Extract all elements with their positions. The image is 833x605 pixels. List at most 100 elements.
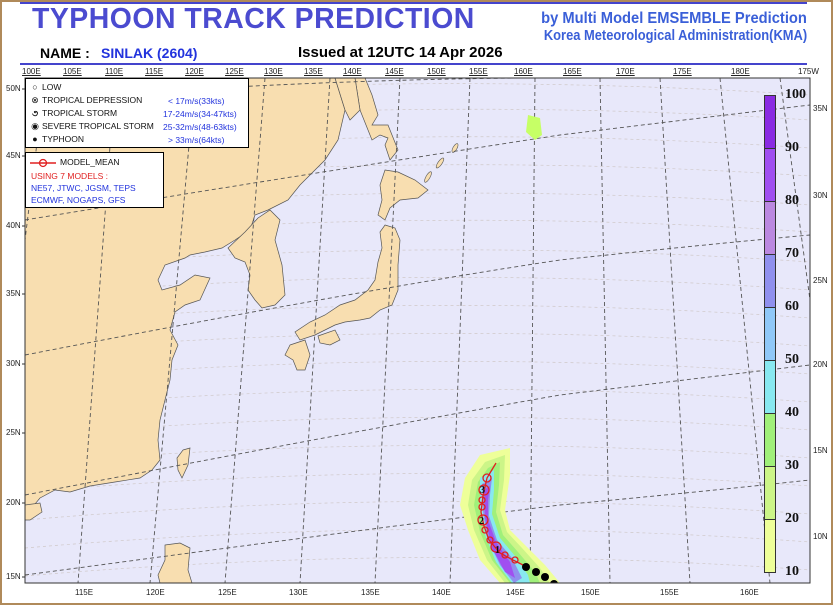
lon-label: 120E bbox=[146, 588, 165, 597]
legend-row-ts: ૭ TROPICAL STORM bbox=[30, 108, 117, 119]
lon-label: 170E bbox=[616, 67, 635, 76]
colorbar-segment-30-40 bbox=[764, 413, 776, 466]
land-kyushu bbox=[284, 339, 311, 371]
lon-label: 145E bbox=[506, 588, 525, 597]
lon-label: 155E bbox=[660, 588, 679, 597]
issued-time: Issued at 12UTC 14 Apr 2026 bbox=[298, 44, 503, 61]
colorbar-segment-60-70 bbox=[764, 254, 776, 307]
lon-label: 175E bbox=[673, 67, 692, 76]
land-hainan bbox=[25, 502, 43, 521]
legend-label: LOW bbox=[42, 82, 62, 92]
storm-name-value: SINLAK (2604) bbox=[101, 45, 198, 61]
lon-label: 130E bbox=[264, 67, 283, 76]
colorbar-label: 60 bbox=[785, 299, 799, 314]
colorbar-segment-10-20 bbox=[764, 519, 776, 573]
lon-label: 145E bbox=[385, 67, 404, 76]
typhoon-symbols bbox=[522, 563, 558, 583]
legend-row-sts: ◉ SEVERE TROPICAL STORM bbox=[30, 121, 154, 132]
colorbar-segment-20-30 bbox=[764, 466, 776, 519]
lat-label: 30N bbox=[813, 191, 828, 200]
colorbar-label: 50 bbox=[785, 352, 799, 367]
lat-label: 50N bbox=[6, 84, 21, 93]
model-mean-label: MODEL_MEAN bbox=[60, 157, 120, 167]
legend-label: TROPICAL STORM bbox=[42, 108, 118, 118]
svg-text:1: 1 bbox=[495, 545, 500, 556]
colorbar-label: 100 bbox=[785, 87, 806, 102]
legend-range-typhoon: > 33m/s(64kts) bbox=[168, 135, 225, 145]
legend-range-ts: 17-24m/s(34-47kts) bbox=[163, 109, 237, 119]
tropical-storm-icon: ૭ bbox=[31, 108, 39, 118]
land-honshu bbox=[294, 224, 401, 341]
land-korea bbox=[227, 209, 286, 309]
land-taiwan bbox=[176, 447, 191, 479]
land-hokkaido bbox=[377, 169, 429, 221]
subtitle-method: by Multi Model EMSEMBLE Prediction bbox=[541, 10, 807, 27]
lon-label: 110E bbox=[105, 67, 124, 76]
colorbar-segment-70-80 bbox=[764, 201, 776, 254]
fine-grid bbox=[25, 83, 810, 577]
map-border bbox=[24, 77, 811, 584]
lon-label: 100E bbox=[22, 67, 41, 76]
legend-row-td: ⊗ TROPICAL DEPRESSION bbox=[30, 95, 142, 106]
legend-row-low: ○ LOW bbox=[30, 82, 61, 92]
models-list-line2: ECMWF, NOGAPS, GFS bbox=[31, 195, 126, 205]
lon-label: 115E bbox=[75, 588, 94, 597]
colorbar-label: 80 bbox=[785, 193, 799, 208]
land-shikoku bbox=[317, 329, 341, 346]
lat-label: 45N bbox=[6, 151, 21, 160]
lon-label: 120E bbox=[185, 67, 204, 76]
lat-label: 20N bbox=[6, 498, 21, 507]
lon-label: 125E bbox=[225, 67, 244, 76]
legend-label: SEVERE TROPICAL STORM bbox=[42, 121, 154, 131]
legend-label: TROPICAL DEPRESSION bbox=[42, 95, 143, 105]
lat-label: 15N bbox=[6, 572, 21, 581]
lat-label: 40N bbox=[6, 221, 21, 230]
header-bottom-rule bbox=[20, 63, 807, 65]
lat-label: 25N bbox=[6, 428, 21, 437]
land-russia-east bbox=[334, 78, 361, 121]
model-mean-line-icon bbox=[30, 158, 56, 168]
lon-label: 175W bbox=[798, 67, 819, 76]
lon-label: 180E bbox=[731, 67, 750, 76]
lon-label: 140E bbox=[343, 67, 362, 76]
models-list-line1: NE57, JTWC, JGSM, TEPS bbox=[31, 183, 136, 193]
page-title: TYPHOON TRACK PREDICTION bbox=[32, 3, 475, 35]
lon-label: 160E bbox=[514, 67, 533, 76]
lat-label: 35N bbox=[813, 104, 828, 113]
model-mean-track bbox=[477, 462, 526, 567]
severe-tropical-storm-icon: ◉ bbox=[31, 121, 39, 131]
lon-label: 150E bbox=[581, 588, 600, 597]
colorbar-label: 30 bbox=[785, 458, 799, 473]
lon-label: 155E bbox=[469, 67, 488, 76]
colorbar-label: 70 bbox=[785, 246, 799, 261]
lat-label: 15N bbox=[813, 446, 828, 455]
lat-label: 20N bbox=[813, 360, 828, 369]
land-luzon bbox=[157, 542, 193, 583]
colorbar-segment-50-60 bbox=[764, 307, 776, 360]
typhoon-icon: ● bbox=[32, 134, 38, 144]
lon-label: 135E bbox=[361, 588, 380, 597]
low-icon: ○ bbox=[32, 82, 38, 92]
lat-label: 25N bbox=[813, 276, 828, 285]
colorbar-segment-80-90 bbox=[764, 148, 776, 201]
colorbar-label: 40 bbox=[785, 405, 799, 420]
colorbar-segment-90-100 bbox=[764, 95, 776, 148]
header-top-rule bbox=[20, 2, 807, 4]
lon-label: 115E bbox=[145, 67, 164, 76]
axis-ticks bbox=[22, 88, 25, 578]
colorbar-label: 10 bbox=[785, 564, 799, 579]
subtitle-agency: Korea Meteorological Administration(KMA) bbox=[543, 27, 807, 44]
category-legend: ○ LOW ⊗ TROPICAL DEPRESSION ૭ TROPICAL STOR… bbox=[25, 78, 249, 148]
lon-label: 135E bbox=[304, 67, 323, 76]
model-legend: MODEL_MEAN USING 7 MODELS : NE57, JTWC, … bbox=[25, 152, 164, 208]
lon-label: 130E bbox=[289, 588, 308, 597]
lon-label: 140E bbox=[432, 588, 451, 597]
legend-range-sts: 25-32m/s(48-63kts) bbox=[163, 122, 237, 132]
land-sakhalin bbox=[354, 78, 399, 161]
svg-text:3: 3 bbox=[480, 485, 485, 496]
lon-label: 125E bbox=[218, 588, 237, 597]
tropical-depression-icon: ⊗ bbox=[31, 95, 39, 105]
lat-label: 10N bbox=[813, 532, 828, 541]
colorbar-label: 90 bbox=[785, 140, 799, 155]
legend-range-td: < 17m/s(33kts) bbox=[168, 96, 225, 106]
